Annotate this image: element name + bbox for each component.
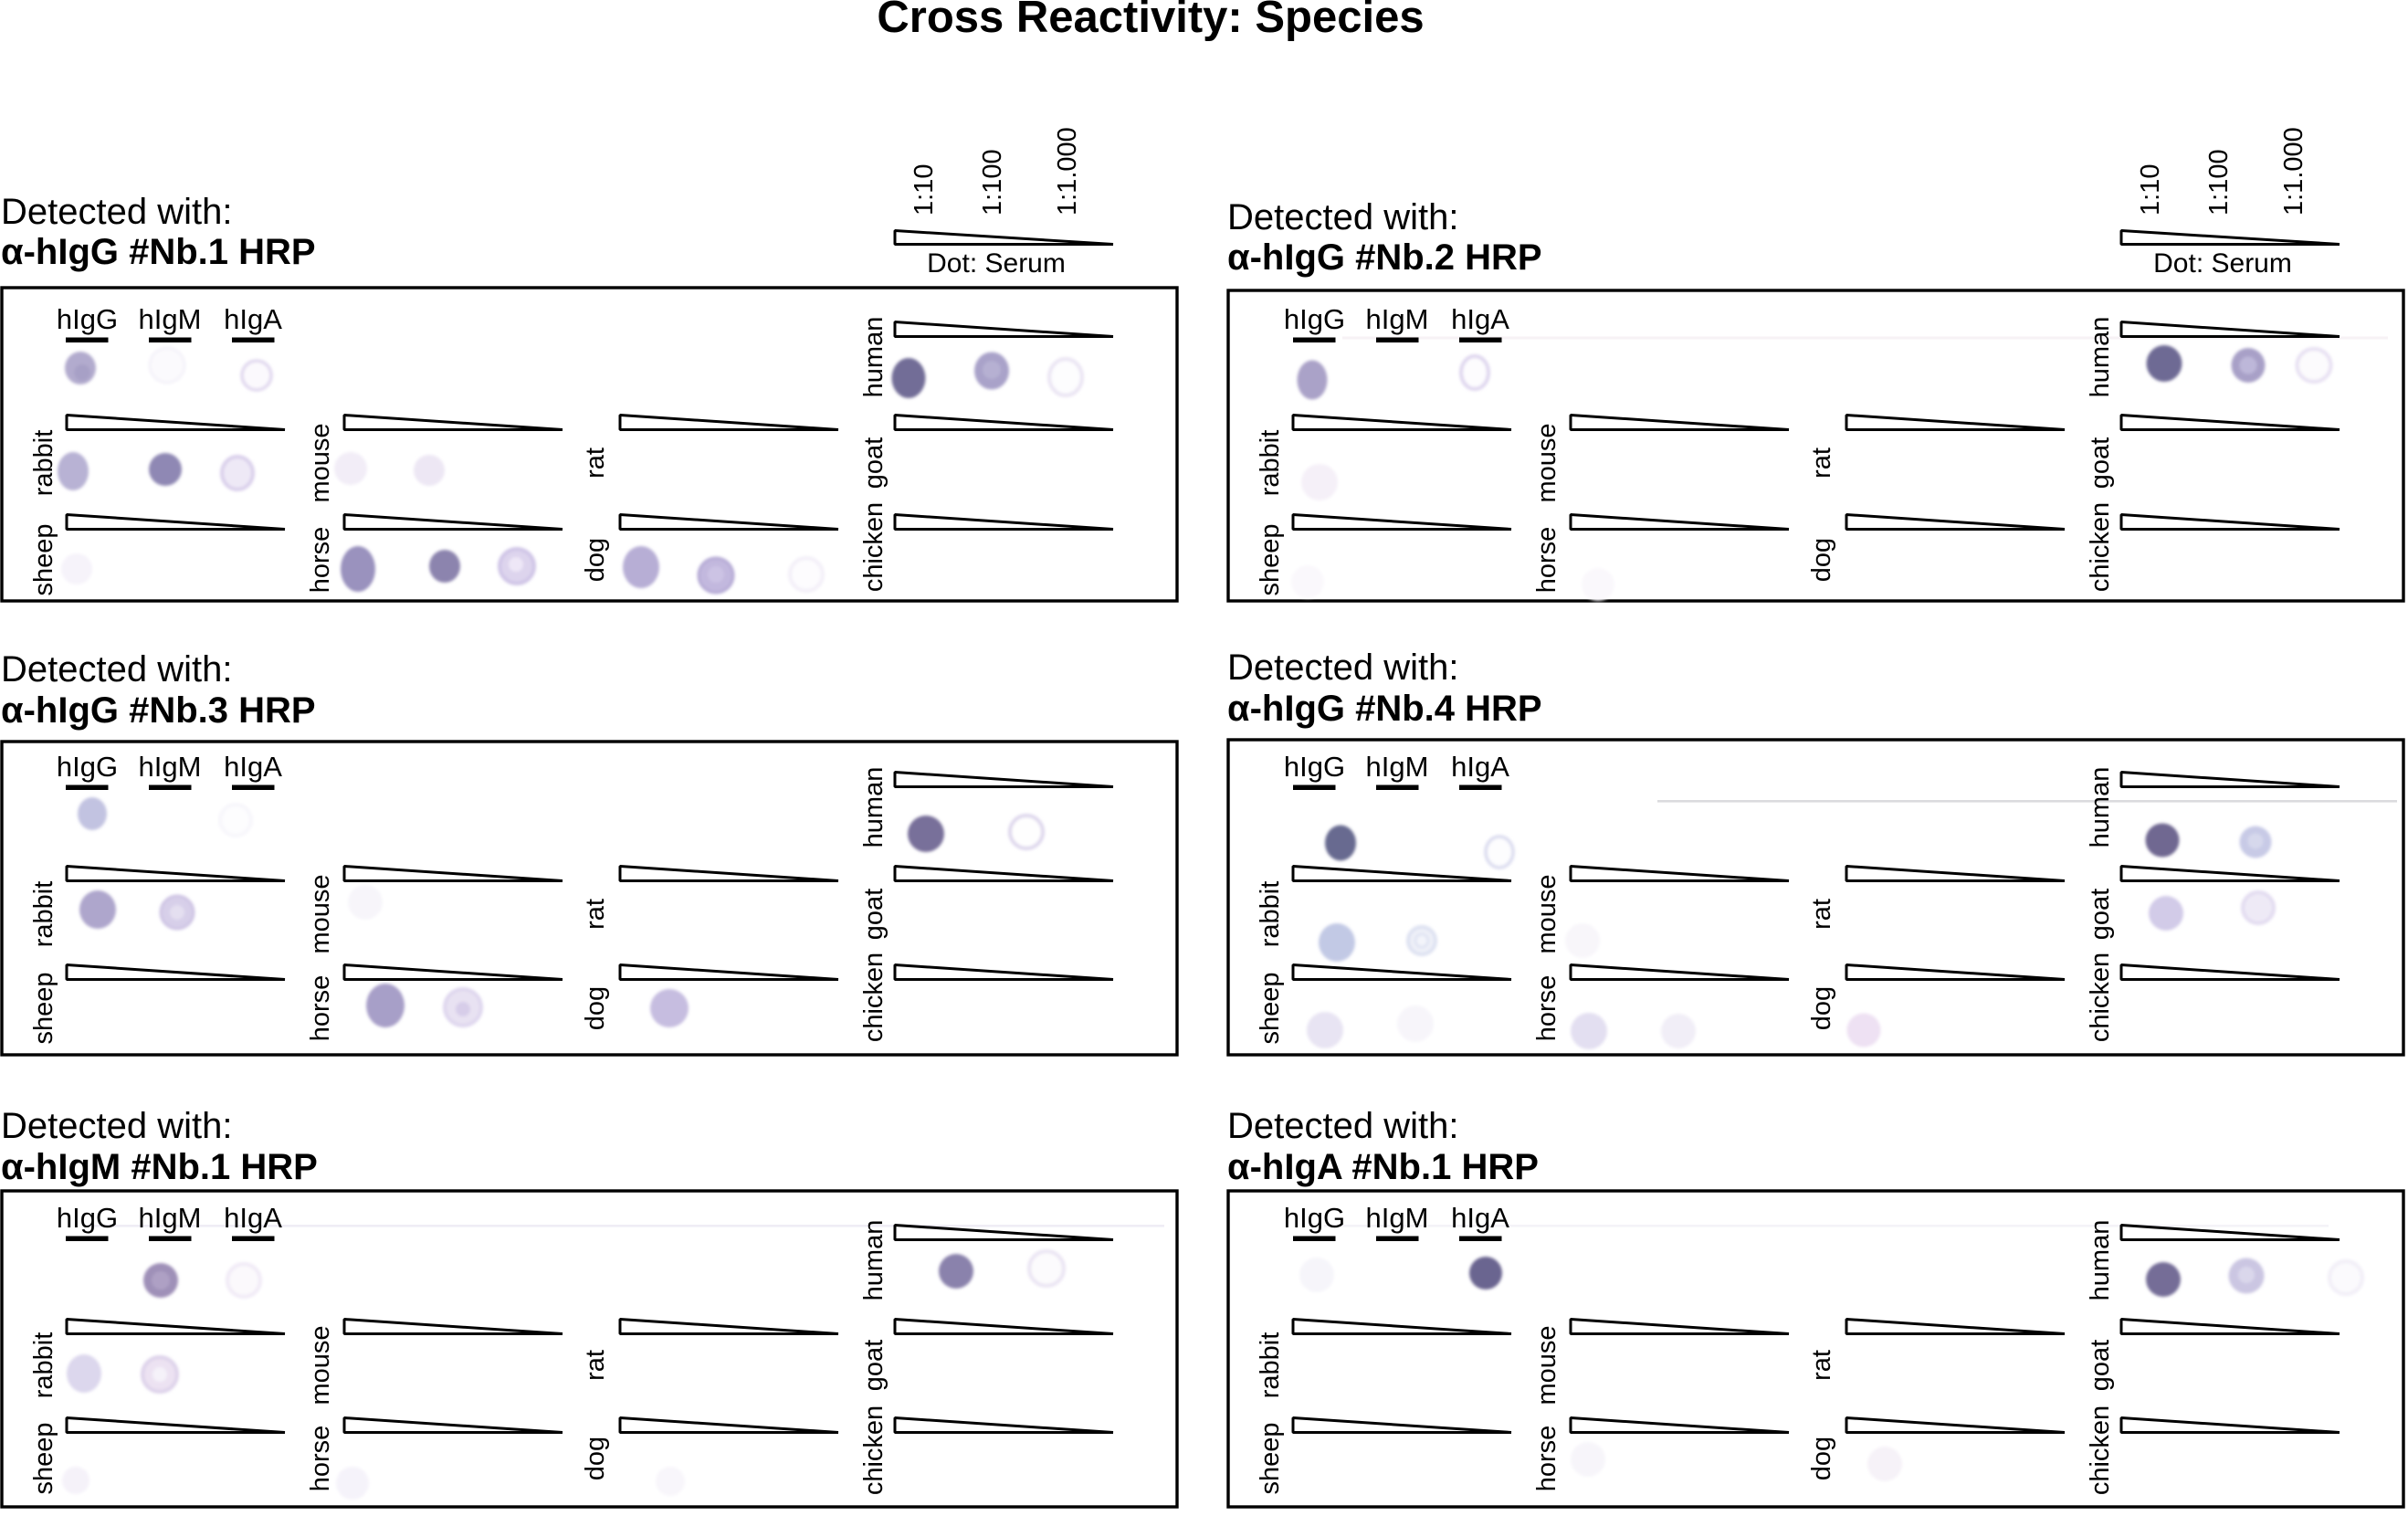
svg-text:Cross Reactivity: Species: Cross Reactivity: Species bbox=[877, 0, 1424, 42]
svg-text:Detected with:: Detected with: bbox=[1227, 1106, 1458, 1146]
svg-text:goat: goat bbox=[2086, 1340, 2115, 1391]
svg-text:rabbit: rabbit bbox=[29, 881, 58, 948]
svg-text:α-hIgM #Nb.1 HRP: α-hIgM #Nb.1 HRP bbox=[1, 1147, 318, 1187]
svg-text:1:1.000: 1:1.000 bbox=[2279, 127, 2308, 216]
svg-text:hIgM: hIgM bbox=[1366, 751, 1429, 783]
svg-text:mouse: mouse bbox=[1532, 874, 1562, 953]
svg-text:hIgA: hIgA bbox=[1451, 303, 1509, 335]
svg-text:sheep: sheep bbox=[29, 523, 58, 595]
svg-text:sheep: sheep bbox=[29, 1422, 58, 1494]
svg-text:dog: dog bbox=[581, 986, 610, 1030]
svg-text:hIgM: hIgM bbox=[139, 751, 202, 783]
svg-text:chicken: chicken bbox=[859, 953, 889, 1042]
svg-text:hIgG: hIgG bbox=[57, 751, 118, 783]
svg-text:α-hIgA #Nb.1 HRP: α-hIgA #Nb.1 HRP bbox=[1227, 1147, 1539, 1187]
svg-text:mouse: mouse bbox=[306, 423, 335, 502]
svg-text:dog: dog bbox=[1807, 538, 1836, 582]
svg-text:hIgA: hIgA bbox=[224, 751, 282, 783]
svg-text:α-hIgG #Nb.3 HRP: α-hIgG #Nb.3 HRP bbox=[1, 690, 316, 731]
svg-text:rabbit: rabbit bbox=[29, 430, 58, 497]
svg-text:hIgA: hIgA bbox=[1451, 1202, 1509, 1234]
svg-text:Detected with:: Detected with: bbox=[1, 1106, 232, 1146]
svg-text:human: human bbox=[2086, 1220, 2115, 1301]
svg-text:horse: horse bbox=[306, 1426, 335, 1492]
svg-text:horse: horse bbox=[1532, 1426, 1562, 1492]
svg-text:mouse: mouse bbox=[306, 1325, 335, 1405]
svg-text:α-hIgG #Nb.1 HRP: α-hIgG #Nb.1 HRP bbox=[1, 232, 316, 272]
svg-text:rabbit: rabbit bbox=[29, 1332, 58, 1399]
svg-text:sheep: sheep bbox=[1256, 972, 1285, 1044]
svg-text:horse: horse bbox=[306, 975, 335, 1042]
svg-text:1:100: 1:100 bbox=[978, 149, 1007, 216]
svg-text:chicken: chicken bbox=[859, 502, 889, 592]
svg-text:mouse: mouse bbox=[1532, 423, 1562, 502]
svg-text:rabbit: rabbit bbox=[1256, 881, 1285, 948]
svg-text:goat: goat bbox=[859, 889, 889, 940]
svg-text:rat: rat bbox=[581, 899, 610, 930]
svg-text:dog: dog bbox=[581, 538, 610, 582]
svg-text:horse: horse bbox=[306, 527, 335, 594]
svg-text:chicken: chicken bbox=[2086, 1405, 2115, 1495]
svg-text:goat: goat bbox=[859, 1340, 889, 1391]
svg-text:sheep: sheep bbox=[1256, 1422, 1285, 1494]
svg-text:sheep: sheep bbox=[1256, 523, 1285, 595]
svg-text:α-hIgG #Nb.2 HRP: α-hIgG #Nb.2 HRP bbox=[1227, 237, 1542, 278]
svg-text:hIgG: hIgG bbox=[1284, 1202, 1345, 1234]
svg-text:human: human bbox=[859, 767, 889, 848]
svg-text:chicken: chicken bbox=[859, 1405, 889, 1495]
svg-text:rabbit: rabbit bbox=[1256, 430, 1285, 497]
svg-text:hIgA: hIgA bbox=[224, 303, 282, 335]
svg-text:rat: rat bbox=[1807, 447, 1836, 479]
svg-text:dog: dog bbox=[1807, 986, 1836, 1030]
svg-text:Detected with:: Detected with: bbox=[1, 192, 232, 232]
svg-text:human: human bbox=[859, 317, 889, 398]
svg-text:human: human bbox=[2086, 767, 2115, 848]
svg-text:chicken: chicken bbox=[2086, 502, 2115, 592]
svg-text:horse: horse bbox=[1532, 975, 1562, 1042]
svg-text:Dot: Serum: Dot: Serum bbox=[2153, 248, 2292, 279]
svg-text:Detected with:: Detected with: bbox=[1227, 197, 1458, 237]
svg-text:rat: rat bbox=[581, 447, 610, 479]
svg-text:sheep: sheep bbox=[29, 972, 58, 1044]
svg-text:1:10: 1:10 bbox=[910, 164, 939, 216]
svg-text:hIgM: hIgM bbox=[139, 303, 202, 335]
svg-text:rabbit: rabbit bbox=[1256, 1332, 1285, 1399]
svg-text:goat: goat bbox=[2086, 437, 2115, 489]
svg-text:hIgA: hIgA bbox=[1451, 751, 1509, 783]
svg-text:mouse: mouse bbox=[1532, 1325, 1562, 1405]
svg-text:dog: dog bbox=[581, 1437, 610, 1480]
svg-text:dog: dog bbox=[1807, 1437, 1836, 1480]
svg-text:hIgM: hIgM bbox=[1366, 1202, 1429, 1234]
svg-text:goat: goat bbox=[859, 437, 889, 489]
svg-text:rat: rat bbox=[1807, 1350, 1836, 1381]
svg-text:1:10: 1:10 bbox=[2136, 164, 2165, 216]
svg-text:hIgM: hIgM bbox=[1366, 303, 1429, 335]
svg-text:hIgG: hIgG bbox=[1284, 751, 1345, 783]
svg-text:1:100: 1:100 bbox=[2204, 149, 2234, 216]
svg-text:α-hIgG #Nb.4 HRP: α-hIgG #Nb.4 HRP bbox=[1227, 689, 1542, 729]
svg-text:human: human bbox=[2086, 317, 2115, 398]
svg-text:mouse: mouse bbox=[306, 874, 335, 953]
svg-text:hIgA: hIgA bbox=[224, 1202, 282, 1234]
svg-text:hIgM: hIgM bbox=[139, 1202, 202, 1234]
svg-text:human: human bbox=[859, 1220, 889, 1301]
svg-text:hIgG: hIgG bbox=[1284, 303, 1345, 335]
svg-text:goat: goat bbox=[2086, 889, 2115, 940]
svg-text:Detected with:: Detected with: bbox=[1227, 647, 1458, 688]
svg-text:1:1.000: 1:1.000 bbox=[1053, 127, 1082, 216]
svg-text:chicken: chicken bbox=[2086, 953, 2115, 1042]
svg-text:hIgG: hIgG bbox=[57, 303, 118, 335]
svg-text:rat: rat bbox=[1807, 899, 1836, 930]
svg-text:hIgG: hIgG bbox=[57, 1202, 118, 1234]
svg-text:rat: rat bbox=[581, 1350, 610, 1381]
svg-text:horse: horse bbox=[1532, 527, 1562, 594]
svg-text:Detected with:: Detected with: bbox=[1, 649, 232, 690]
svg-text:Dot: Serum: Dot: Serum bbox=[927, 248, 1066, 279]
